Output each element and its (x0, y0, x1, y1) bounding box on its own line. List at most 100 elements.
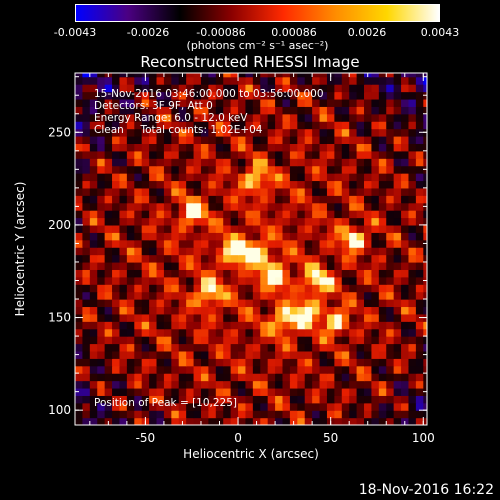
heatmap-cell (326, 98, 335, 107)
heatmap-cell (112, 321, 121, 330)
heatmap-cell (349, 276, 358, 285)
heatmap-cell (82, 269, 91, 278)
heatmap-cell (126, 91, 135, 100)
heatmap-cell (200, 380, 209, 389)
heatmap-cell (252, 261, 261, 270)
heatmap-cell (371, 165, 380, 174)
heatmap-cell (97, 321, 106, 330)
heatmap-cell (178, 106, 187, 115)
heatmap-cell (186, 135, 195, 144)
heatmap-cell (134, 306, 143, 315)
heatmap-cell (126, 121, 135, 130)
heatmap-cell (89, 232, 98, 241)
heatmap-cell (289, 121, 298, 130)
heatmap-cell (297, 299, 306, 308)
heatmap-cell (149, 76, 158, 85)
heatmap-cell (364, 306, 373, 315)
heatmap-cell (371, 98, 380, 107)
heatmap-cell (163, 113, 172, 122)
heatmap-cell (282, 202, 291, 211)
heatmap-cell (193, 128, 202, 137)
heatmap-cell (319, 195, 328, 204)
heatmap-cell (297, 380, 306, 389)
heatmap-cell (312, 73, 321, 78)
heatmap-cell (238, 187, 247, 196)
heatmap-cell (378, 247, 387, 256)
heatmap-cell (75, 150, 84, 159)
heatmap-cell (149, 350, 158, 359)
heatmap-cell (260, 387, 269, 396)
heatmap-cell (423, 365, 427, 374)
heatmap-cell (186, 143, 195, 152)
heatmap-cell (356, 387, 365, 396)
heatmap-cell (282, 128, 291, 137)
heatmap-cell (119, 217, 128, 226)
heatmap-cell (252, 224, 261, 233)
heatmap-cell (356, 276, 365, 285)
heatmap-cell (89, 180, 98, 189)
heatmap-cell (223, 284, 232, 293)
heatmap-cell (415, 291, 424, 300)
heatmap-cell (119, 210, 128, 219)
heatmap-cell (312, 76, 321, 85)
heatmap-cell (378, 343, 387, 352)
heatmap-cell (386, 417, 395, 425)
heatmap-cell (282, 73, 291, 78)
heatmap-cell (149, 247, 158, 256)
heatmap-cell (364, 247, 373, 256)
heatmap-cell (393, 217, 402, 226)
heatmap-cell (163, 232, 172, 241)
heatmap-cell (186, 239, 195, 248)
heatmap-cell (282, 299, 291, 308)
heatmap-cell (312, 410, 321, 419)
heatmap-cell (341, 343, 350, 352)
heatmap-cell (82, 106, 91, 115)
heatmap-cell (341, 373, 350, 382)
heatmap-cell (156, 180, 165, 189)
heatmap-cell (297, 180, 306, 189)
heatmap-cell (364, 232, 373, 241)
heatmap-cell (200, 210, 209, 219)
heatmap-cell (186, 291, 195, 300)
colorbar-tick-label: 0.0043 (420, 26, 460, 39)
heatmap-cell (371, 380, 380, 389)
heatmap-cell (415, 195, 424, 204)
heatmap-cell (341, 276, 350, 285)
heatmap-cell (200, 313, 209, 322)
heatmap-cell (126, 247, 135, 256)
heatmap-cell (230, 217, 239, 226)
heatmap-cell (200, 202, 209, 211)
heatmap-cell (171, 232, 180, 241)
heatmap-cell (349, 261, 358, 270)
heatmap-cell (349, 187, 358, 196)
heatmap-cell (171, 284, 180, 293)
heatmap-cell (186, 284, 195, 293)
heatmap-cell (260, 343, 269, 352)
heatmap-cell (282, 84, 291, 93)
heatmap-cell (178, 113, 187, 122)
heatmap-cell (364, 380, 373, 389)
heatmap-cell (245, 291, 254, 300)
heatmap-cell (75, 232, 84, 241)
heatmap-cell (200, 98, 209, 107)
heatmap-cell (252, 358, 261, 367)
heatmap-cell (215, 173, 224, 182)
heatmap-cell (393, 187, 402, 196)
heatmap-cell (275, 365, 284, 374)
y-tick-label: 250 (48, 125, 71, 139)
heatmap-cell (238, 121, 247, 130)
heatmap-cell (282, 232, 291, 241)
heatmap-cell (178, 98, 187, 107)
heatmap-cell (371, 217, 380, 226)
heatmap-cell (119, 269, 128, 278)
heatmap-cell (208, 73, 217, 78)
heatmap-cell (186, 299, 195, 308)
heatmap-cell (415, 365, 424, 374)
heatmap-cell (230, 180, 239, 189)
heatmap-cell (312, 195, 321, 204)
heatmap-cell (304, 336, 313, 345)
heatmap-cell (341, 306, 350, 315)
heatmap-cell (112, 276, 121, 285)
heatmap-cell (415, 98, 424, 107)
heatmap-cell (334, 84, 343, 93)
